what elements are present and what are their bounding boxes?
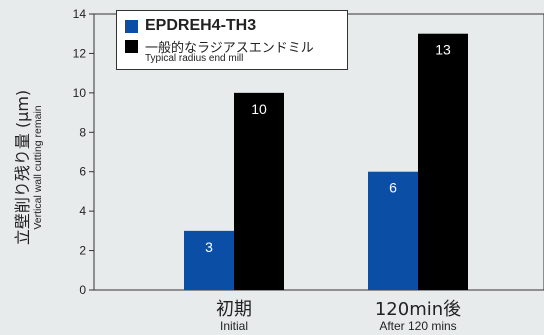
legend: EPDREH4-TH3 一般的なラジアスエンドミル Typical radius… (116, 10, 348, 70)
bar-value-label: 3 (205, 239, 213, 255)
y-tick-label: 14 (73, 7, 87, 21)
x-category-label: 初期 (216, 299, 252, 320)
x-category-label-en: After 120 mins (379, 319, 456, 333)
legend-label-series2: 一般的なラジアスエンドミル (145, 41, 314, 56)
bar-series1-1 (368, 171, 418, 290)
bar-series2-0 (234, 92, 284, 290)
legend-item-series1: EPDREH4-TH3 (125, 17, 256, 35)
y-tick-label: 2 (79, 244, 86, 258)
bar-value-label: 13 (435, 42, 451, 58)
legend-label-series1: EPDREH4-TH3 (145, 17, 257, 34)
bar-series1-0 (184, 230, 234, 290)
bar-series2-1 (418, 33, 468, 290)
y-axis-label-jp: 立壁削り残り量 (μm) (13, 89, 32, 246)
legend-swatch-series2 (125, 40, 138, 53)
y-axis-label: 立壁削り残り量 (μm) Vertical wall cutting remai… (0, 0, 56, 335)
legend-item-series2: 一般的なラジアスエンドミル (125, 37, 314, 56)
y-axis-label-en: Vertical wall cutting remain (32, 105, 44, 230)
y-tick-label: 12 (73, 46, 87, 60)
y-tick-label: 10 (73, 86, 87, 100)
y-tick-label: 0 (79, 283, 86, 297)
legend-swatch-series1 (125, 19, 138, 33)
bar-value-label: 6 (389, 180, 397, 196)
x-category-label-en: Initial (220, 319, 248, 333)
y-tick-label: 6 (79, 165, 86, 179)
y-tick-label: 4 (79, 204, 86, 218)
y-tick-label: 8 (79, 125, 86, 139)
bar-value-label: 10 (251, 101, 267, 117)
legend-sublabel-series2: Typical radius end mill (145, 53, 244, 64)
x-category-label: 120min後 (375, 299, 461, 320)
